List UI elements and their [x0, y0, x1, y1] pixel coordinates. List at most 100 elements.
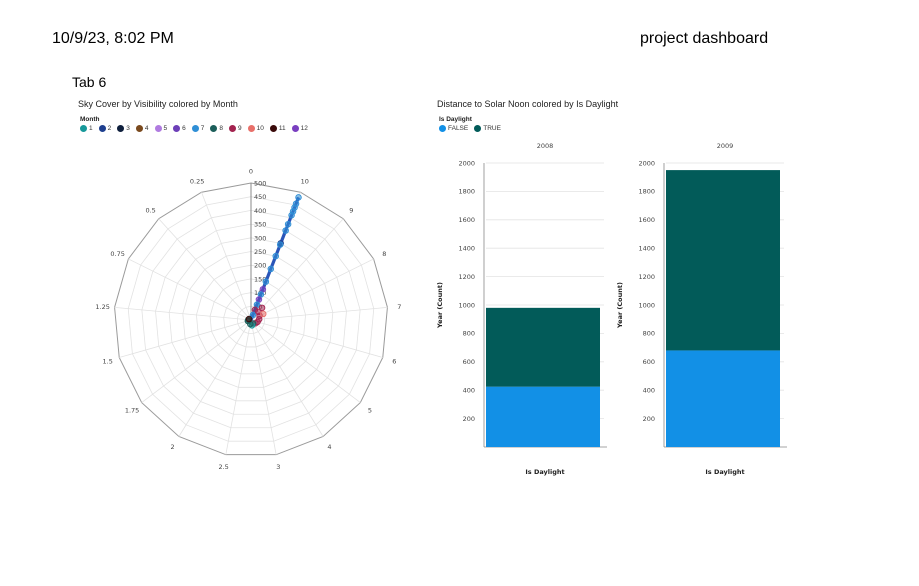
polar-legend-item-2[interactable]: 2 — [98, 125, 111, 132]
polar-point[interactable] — [258, 304, 266, 312]
polar-grid-ring — [127, 196, 375, 442]
bar-y-tick-label: 200 — [463, 415, 475, 423]
polar-point[interactable] — [260, 310, 267, 318]
polar-legend-item-5[interactable]: 5 — [154, 125, 167, 132]
bar-y-tick-label: 1200 — [638, 273, 655, 281]
bar-panel-title: 2009 — [717, 142, 734, 150]
bar-y-tick-label: 600 — [463, 358, 475, 366]
polar-grid-ring — [223, 292, 279, 348]
polar-angle-tick-label: 7 — [397, 303, 401, 311]
polar-spoke — [225, 319, 252, 455]
polar-radial-tick-label: 300 — [254, 234, 266, 242]
bar-y-tick-label: 2000 — [638, 159, 655, 167]
bar-y-tick-label: 1400 — [638, 245, 655, 253]
polar-legend-item-11[interactable]: 11 — [269, 125, 286, 132]
polar-angle-tick-label: 2.5 — [218, 463, 228, 471]
polar-grid-ring — [155, 223, 347, 415]
bar-legend-item-true[interactable]: TRUE — [474, 125, 501, 132]
polar-spoke — [250, 218, 344, 321]
polar-radial-tick-label: 350 — [254, 221, 266, 229]
polar-spoke — [250, 319, 277, 455]
polar-legend: 1 2 3 4 5 6 7 8 9 10 11 12 — [80, 125, 308, 132]
polar-spoke — [250, 319, 361, 403]
bar-y-tick-label: 1600 — [458, 216, 475, 224]
polar-angle-tick-label: 2 — [170, 443, 174, 451]
polar-angle-tick-label: 1.75 — [125, 406, 139, 414]
polar-legend-label: 8 — [219, 125, 223, 132]
polar-legend-label: 4 — [144, 125, 149, 132]
bar-legend-swatch — [474, 125, 482, 132]
polar-legend-item-10[interactable]: 10 — [247, 125, 264, 132]
bar-segment-true[interactable] — [486, 307, 600, 387]
bar-segment-true[interactable] — [666, 170, 780, 351]
bar-segment-false[interactable] — [666, 350, 780, 447]
polar-legend-swatch — [247, 125, 255, 132]
polar-spoke — [178, 319, 252, 437]
polar-angle-tick-label: 10 — [301, 178, 309, 186]
bar-y-axis-label: Year (Count) — [436, 282, 444, 329]
polar-point[interactable] — [276, 241, 284, 248]
bar-legend-label: FALSE — [448, 125, 469, 132]
polar-legend-swatch — [291, 125, 299, 132]
polar-point[interactable] — [245, 315, 253, 323]
polar-point[interactable] — [262, 278, 270, 285]
polar-legend-label: 9 — [238, 125, 242, 132]
polar-point[interactable] — [295, 194, 302, 201]
polar-grid-ring — [141, 209, 361, 429]
bar-y-tick-label: 200 — [643, 415, 655, 423]
polar-spoke — [141, 319, 252, 403]
polar-legend-title: Month — [80, 116, 100, 123]
polar-legend-item-8[interactable]: 8 — [210, 125, 223, 132]
polar-point[interactable] — [249, 311, 257, 319]
polar-legend-swatch — [173, 125, 181, 132]
polar-spoke — [250, 319, 324, 437]
polar-angle-tick-label: 0.5 — [145, 206, 155, 214]
polar-angle-tick-label: 5 — [368, 406, 372, 414]
polar-legend-item-12[interactable]: 12 — [291, 125, 308, 132]
polar-point[interactable] — [267, 265, 275, 273]
polar-legend-swatch — [210, 125, 218, 132]
bar-y-tick-label: 1600 — [638, 216, 655, 224]
polar-spoke — [250, 258, 374, 321]
polar-spoke — [201, 192, 252, 321]
polar-angle-tick-label: 3 — [276, 463, 280, 471]
polar-spoke — [250, 319, 383, 358]
polar-spoke — [114, 306, 252, 321]
polar-legend-swatch — [154, 125, 162, 132]
polar-legend-item-6[interactable]: 6 — [173, 125, 186, 132]
bar-legend-title: Is Daylight — [439, 116, 472, 123]
polar-legend-swatch — [191, 125, 199, 132]
polar-legend-item-3[interactable]: 3 — [117, 125, 130, 132]
polar-point[interactable] — [288, 211, 295, 219]
polar-point[interactable] — [284, 220, 292, 228]
polar-legend-item-1[interactable]: 1 — [80, 125, 93, 132]
polar-legend-swatch — [80, 125, 87, 132]
polar-point[interactable] — [272, 252, 279, 260]
bar-chart: 2008 200 400 600 800 1000 1200 1400 1600 1800 2000… — [436, 142, 787, 476]
bar-x-axis-label: Is Daylight — [525, 468, 564, 476]
polar-legend-item-9[interactable]: 9 — [229, 125, 242, 132]
bar-chart-title: Distance to Solar Noon colored by Is Day… — [437, 99, 619, 109]
polar-legend-label: 1 — [89, 125, 93, 132]
polar-legend-label: 10 — [256, 125, 264, 132]
bar-y-tick-label: 400 — [463, 387, 475, 395]
bar-legend-label: TRUE — [483, 125, 501, 132]
bar-panel-title: 2008 — [537, 142, 554, 150]
polar-spoke — [158, 218, 252, 321]
bar-y-tick-label: 1800 — [458, 188, 475, 196]
polar-spoke — [128, 258, 252, 321]
bar-segment-false[interactable] — [486, 386, 600, 447]
tab-label[interactable]: Tab 6 — [72, 74, 107, 90]
polar-legend-label: 6 — [182, 125, 186, 132]
polar-legend-swatch — [135, 125, 143, 132]
polar-radial-tick-label: 250 — [254, 248, 266, 256]
polar-radial-tick-label: 150 — [254, 275, 266, 283]
bar-y-tick-label: 1400 — [458, 245, 475, 253]
polar-legend-item-4[interactable]: 4 — [135, 125, 149, 132]
polar-legend-item-7[interactable]: 7 — [191, 125, 204, 132]
bar-legend-item-false[interactable]: FALSE — [439, 125, 468, 132]
polar-legend-swatch — [98, 125, 106, 132]
polar-point[interactable] — [282, 227, 289, 234]
polar-angle-tick-label: 0.25 — [190, 178, 204, 186]
polar-angle-tick-label: 9 — [349, 206, 353, 214]
